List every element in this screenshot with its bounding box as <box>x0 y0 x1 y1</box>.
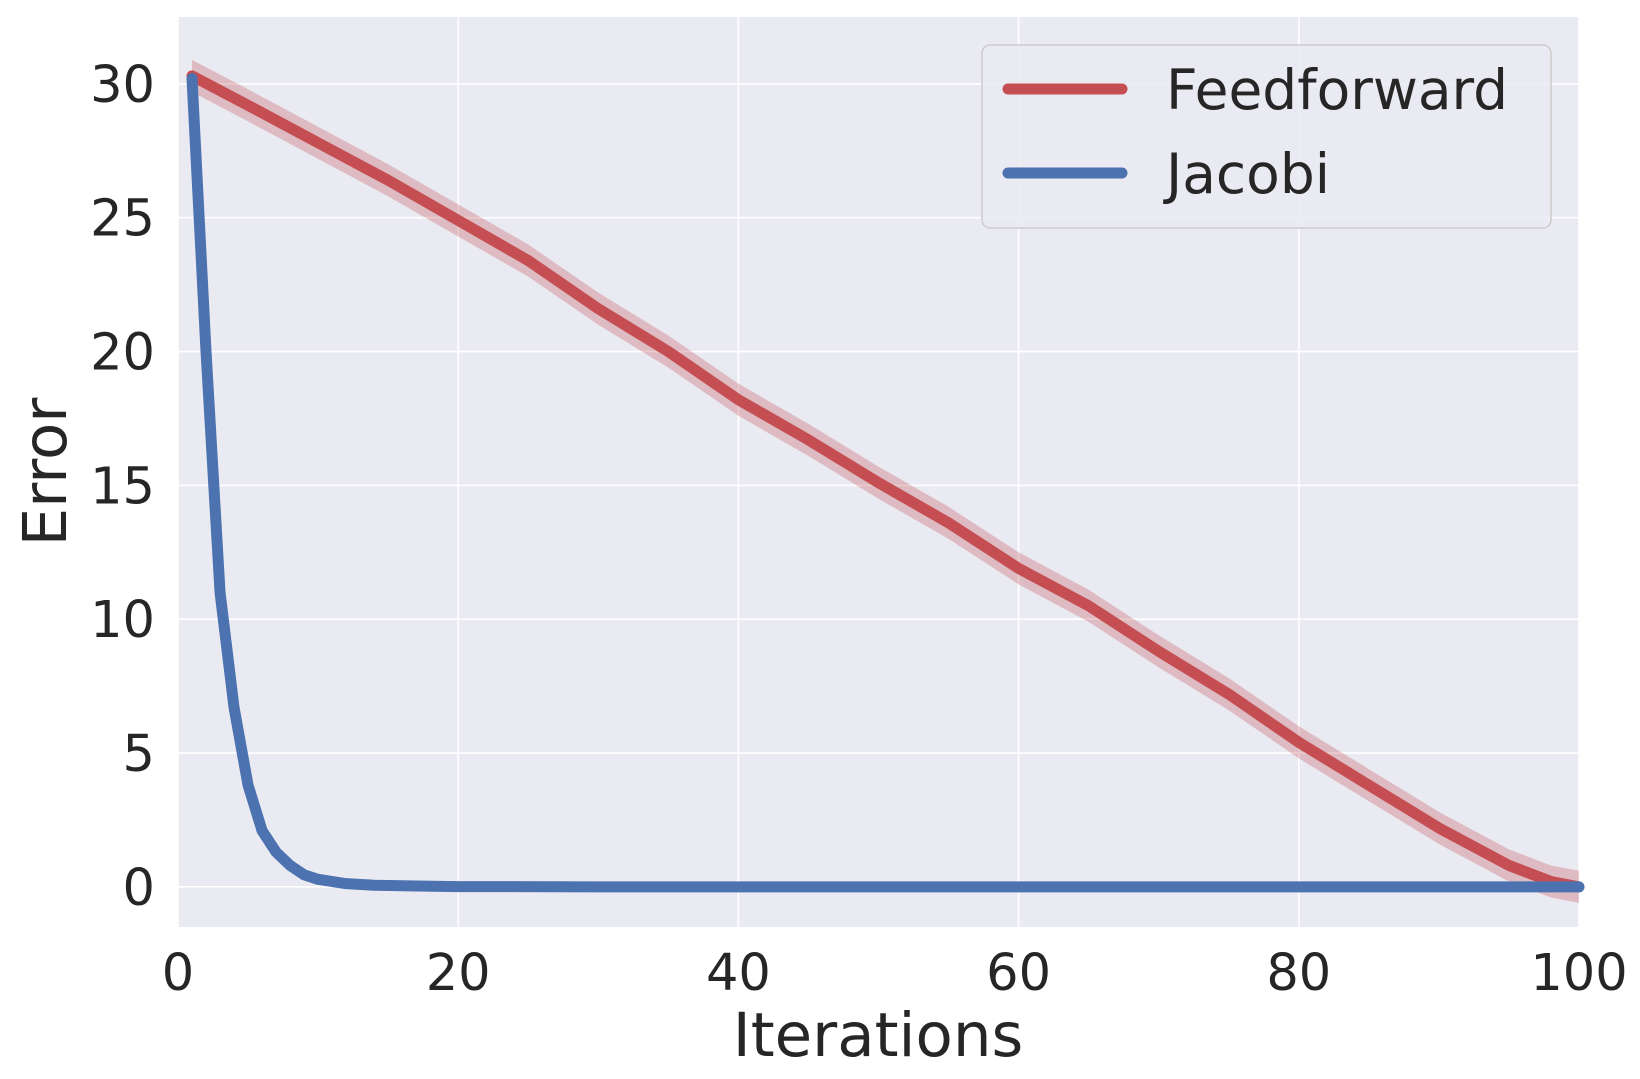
x-tick-label: 0 <box>162 944 194 1003</box>
line-jacobi <box>186 73 1585 893</box>
x-tick-label: 40 <box>706 944 771 1003</box>
y-tick-label: 15 <box>90 457 155 516</box>
x-tick-labels: 0 20 40 60 80 100 <box>162 944 1628 1003</box>
x-axis-title: Iterations <box>733 1000 1024 1071</box>
y-tick-label: 5 <box>123 725 155 784</box>
legend-label-feedforward: Feedforward <box>1166 58 1508 122</box>
x-tick-label: 60 <box>986 944 1051 1003</box>
y-tick-label: 30 <box>90 56 155 115</box>
line-feedforward <box>186 70 1585 893</box>
legend: Feedforward Jacobi <box>981 44 1552 229</box>
y-tick-labels: 0 5 10 15 20 25 30 <box>90 56 155 918</box>
y-tick-label: 10 <box>90 591 155 650</box>
x-tick-label: 20 <box>426 944 491 1003</box>
x-tick-label: 80 <box>1266 944 1331 1003</box>
legend-label-jacobi: Jacobi <box>1163 142 1330 206</box>
y-tick-label: 0 <box>123 859 155 918</box>
x-tick-label: 100 <box>1530 944 1627 1003</box>
series-lines <box>186 70 1585 893</box>
y-axis-title: Error <box>10 397 81 547</box>
y-tick-label: 20 <box>90 324 155 383</box>
y-tick-label: 25 <box>90 190 155 249</box>
